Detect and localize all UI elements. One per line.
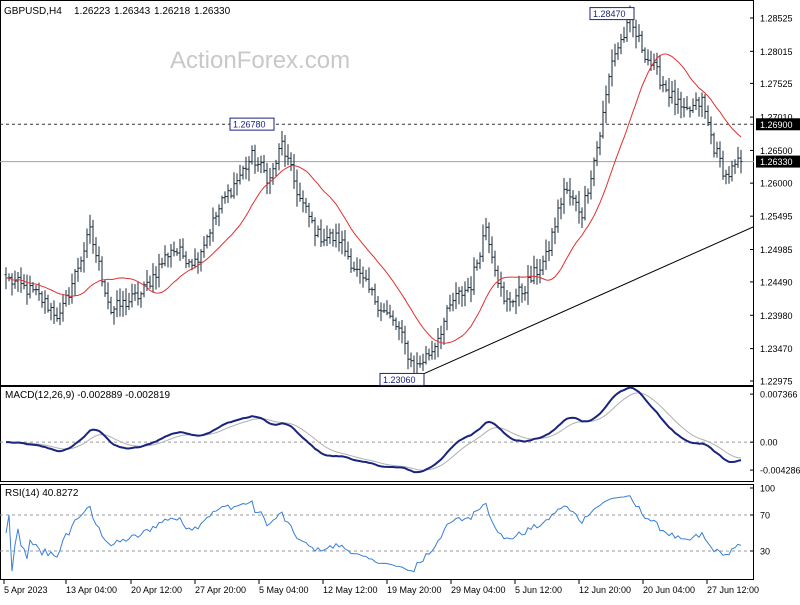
- rsi-tick-label: 30: [760, 547, 770, 557]
- main-panel-frame: [0, 0, 754, 386]
- rsi-tick-label: 70: [760, 511, 770, 521]
- rsi-title: RSI(14) 40.8272: [5, 488, 79, 499]
- price-tick-label: 1.28525: [760, 14, 793, 24]
- time-tick-label: 20 Jun 04:00: [643, 585, 695, 595]
- rsi-plot: [0, 495, 754, 573]
- price-tick-label: 1.28015: [760, 47, 793, 57]
- price-tick-label: 1.26500: [760, 146, 793, 156]
- price-plot: [0, 5, 754, 384]
- level-tag-label: 1.26900: [760, 120, 793, 130]
- level-tag-bg: [756, 155, 800, 168]
- price-tick-label: 1.24490: [760, 277, 793, 287]
- price-tick-label: 1.26000: [760, 179, 793, 189]
- time-tick-label: 19 May 20:00: [387, 585, 442, 595]
- macd-tick-label: 0.007366: [760, 390, 798, 400]
- price-label-text: 1.26780: [233, 120, 266, 130]
- moving-average-line: [5, 53, 742, 344]
- chart-header-symbol: GBPUSD,H4: [4, 6, 62, 17]
- header-high: 1.26343: [114, 6, 151, 17]
- time-tick-label: 27 Jun 12:00: [707, 585, 759, 595]
- header-close: 1.26330: [194, 6, 231, 17]
- macd-tick-label: -0.004286: [760, 466, 800, 476]
- level-tag-label: 1.26330: [760, 157, 793, 167]
- price-tick-label: 1.24985: [760, 245, 793, 255]
- price-tick-label: 1.23470: [760, 344, 793, 354]
- macd-title: MACD(12,26,9) -0.002889 -0.002819: [5, 390, 171, 401]
- time-tick-label: 12 Jun 20:00: [579, 585, 631, 595]
- price-label-box: [229, 117, 275, 131]
- price-tick-label: 1.22975: [760, 377, 793, 387]
- time-tick-label: 20 Apr 12:00: [131, 585, 182, 595]
- macd-line: [5, 386, 742, 474]
- watermark: ActionForex.com: [170, 47, 350, 74]
- time-tick-label: 13 Apr 04:00: [66, 585, 117, 595]
- price-label-text: 1.28470: [593, 9, 626, 19]
- macd-plot: [0, 386, 754, 474]
- price-label-box: [589, 7, 635, 21]
- price-axis: 1.28525 1.28015 1.27525 1.27010 1.26500 1.260…: [750, 14, 800, 557]
- price-labels: 1.26900 1.26330 1.26780 1.23060 1.28470: [229, 7, 800, 386]
- price-tick-label: 1.27010: [760, 113, 793, 123]
- time-tick-label: 5 May 04:00: [259, 585, 309, 595]
- price-label-text: 1.23060: [383, 375, 416, 385]
- time-tick-label: 5 Apr 2023: [4, 585, 48, 595]
- header-open: 1.26223: [74, 6, 111, 17]
- time-tick-label: 27 Apr 20:00: [195, 585, 246, 595]
- price-tick-label: 1.25495: [760, 212, 793, 222]
- macd-signal-line: [5, 392, 742, 471]
- price-tick-label: 1.27525: [760, 79, 793, 89]
- support-trendline: [419, 226, 754, 376]
- rsi-line: [5, 495, 742, 573]
- time-tick-label: 29 May 04:00: [451, 585, 506, 595]
- rsi-tick-label: 100: [760, 484, 775, 494]
- header-low: 1.26218: [154, 6, 191, 17]
- time-tick-label: 12 May 12:00: [323, 585, 378, 595]
- price-label-box: [379, 372, 425, 386]
- level-tag-bg: [756, 118, 800, 131]
- macd-panel-frame: [0, 386, 754, 482]
- macd-tick-label: 0.00: [760, 438, 778, 448]
- price-tick-label: 1.23980: [760, 311, 793, 321]
- rsi-panel-frame: [0, 484, 754, 580]
- time-axis: 5 Apr 2023 13 Apr 04:00 20 Apr 12:00 27 Apr…: [3, 580, 759, 595]
- time-tick-label: 5 Jun 12:00: [515, 585, 562, 595]
